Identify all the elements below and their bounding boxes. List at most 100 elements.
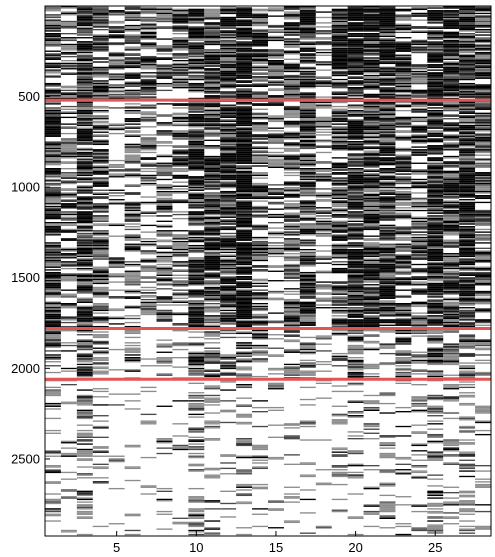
heatmap-cell [76, 243, 93, 245]
heatmap-cell [283, 274, 300, 276]
heatmap-cell [347, 267, 364, 270]
heatmap-cell [45, 111, 61, 113]
heatmap-cell [395, 89, 412, 92]
heatmap-cell [395, 296, 412, 298]
heatmap-cell [411, 276, 428, 278]
heatmap-cell [283, 23, 300, 25]
heatmap-cell [108, 96, 125, 98]
heatmap-cell [347, 217, 364, 220]
heatmap-cell [299, 289, 316, 291]
heatmap-cell [60, 370, 77, 372]
heatmap-cell [140, 60, 157, 62]
heatmap-cell [172, 192, 189, 194]
heatmap-cell [220, 157, 237, 159]
heatmap-cell [331, 181, 348, 183]
heatmap-cell [411, 263, 428, 266]
heatmap-cell [268, 101, 284, 104]
heatmap-cell [188, 446, 205, 448]
heatmap-cell [60, 150, 77, 152]
heatmap-cell [283, 81, 300, 83]
heatmap-cell [45, 103, 61, 105]
heatmap-cell [283, 257, 300, 259]
heatmap-cell [156, 85, 173, 87]
heatmap-cell [252, 336, 268, 339]
heatmap-cell [76, 319, 93, 321]
heatmap-cell [172, 159, 189, 162]
heatmap-cell [379, 47, 396, 50]
heatmap-cell [268, 500, 284, 502]
heatmap-cell [76, 317, 93, 320]
heatmap-cell [172, 313, 189, 316]
heatmap-cell [299, 162, 316, 164]
heatmap-cell [76, 165, 93, 167]
heatmap-cell [268, 509, 284, 511]
heatmap-cell [140, 89, 157, 92]
heatmap-cell [236, 309, 253, 312]
heatmap-cell [347, 128, 364, 131]
heatmap-cell [331, 130, 348, 132]
heatmap-cell [363, 115, 380, 117]
heatmap-cell [347, 181, 364, 183]
heatmap-cell [252, 91, 268, 93]
heatmap-cell [283, 196, 300, 198]
heatmap-cell [92, 238, 109, 240]
heatmap-cell [236, 128, 253, 131]
heatmap-cell [76, 516, 93, 518]
heatmap-cell [60, 402, 77, 405]
heatmap-cell [379, 270, 396, 272]
heatmap-cell [124, 280, 141, 282]
heatmap-cell [188, 396, 205, 398]
heatmap-cell [315, 234, 332, 236]
heatmap-cell [252, 51, 268, 54]
heatmap-cell [92, 217, 109, 220]
heatmap-cell [395, 28, 412, 31]
heatmap-cell [188, 15, 205, 17]
heatmap-cell [188, 217, 205, 220]
heatmap-cell [395, 201, 412, 204]
heatmap-cell [124, 533, 141, 536]
heatmap-cell [76, 217, 93, 220]
heatmap-cell [156, 15, 173, 17]
heatmap-cell [252, 82, 268, 85]
heatmap-cell [299, 107, 316, 109]
heatmap-cell [140, 486, 157, 488]
heatmap-cell [76, 8, 93, 11]
heatmap-cell [204, 263, 221, 266]
heatmap-cell [76, 451, 93, 453]
heatmap-cell [204, 185, 221, 187]
heatmap-cell [92, 154, 109, 156]
heatmap-cell [236, 282, 253, 285]
heatmap-cell [220, 87, 237, 89]
heatmap-cell [76, 292, 93, 294]
heatmap-cell [395, 213, 412, 216]
heatmap-cell [236, 231, 253, 233]
heatmap-cell [188, 258, 205, 260]
heatmap-cell [45, 303, 61, 305]
heatmap-cell [92, 278, 109, 281]
heatmap-cell [252, 12, 268, 15]
heatmap-cell [76, 242, 93, 244]
heatmap-cell [363, 7, 380, 9]
heatmap-cell [252, 486, 268, 488]
heatmap-cell [299, 181, 316, 183]
heatmap-cell [283, 186, 300, 189]
heatmap-cell [204, 39, 221, 42]
heatmap-cell [395, 105, 412, 108]
heatmap-cell [108, 266, 125, 268]
heatmap-cell [45, 84, 61, 86]
heatmap-cell [395, 271, 412, 274]
heatmap-cell [347, 259, 364, 262]
heatmap-cell [347, 281, 364, 283]
heatmap-cell [76, 143, 93, 146]
heatmap-cell [188, 296, 205, 298]
heatmap-cell [76, 141, 93, 143]
heatmap-cell [395, 166, 412, 168]
heatmap-cell [108, 257, 125, 259]
heatmap-cell [395, 78, 412, 81]
heatmap-cell [299, 186, 316, 189]
heatmap-cell [92, 319, 109, 321]
heatmap-cell [140, 107, 157, 109]
heatmap-cell [268, 81, 284, 83]
heatmap-cell [347, 87, 364, 89]
heatmap-cell [76, 97, 93, 100]
